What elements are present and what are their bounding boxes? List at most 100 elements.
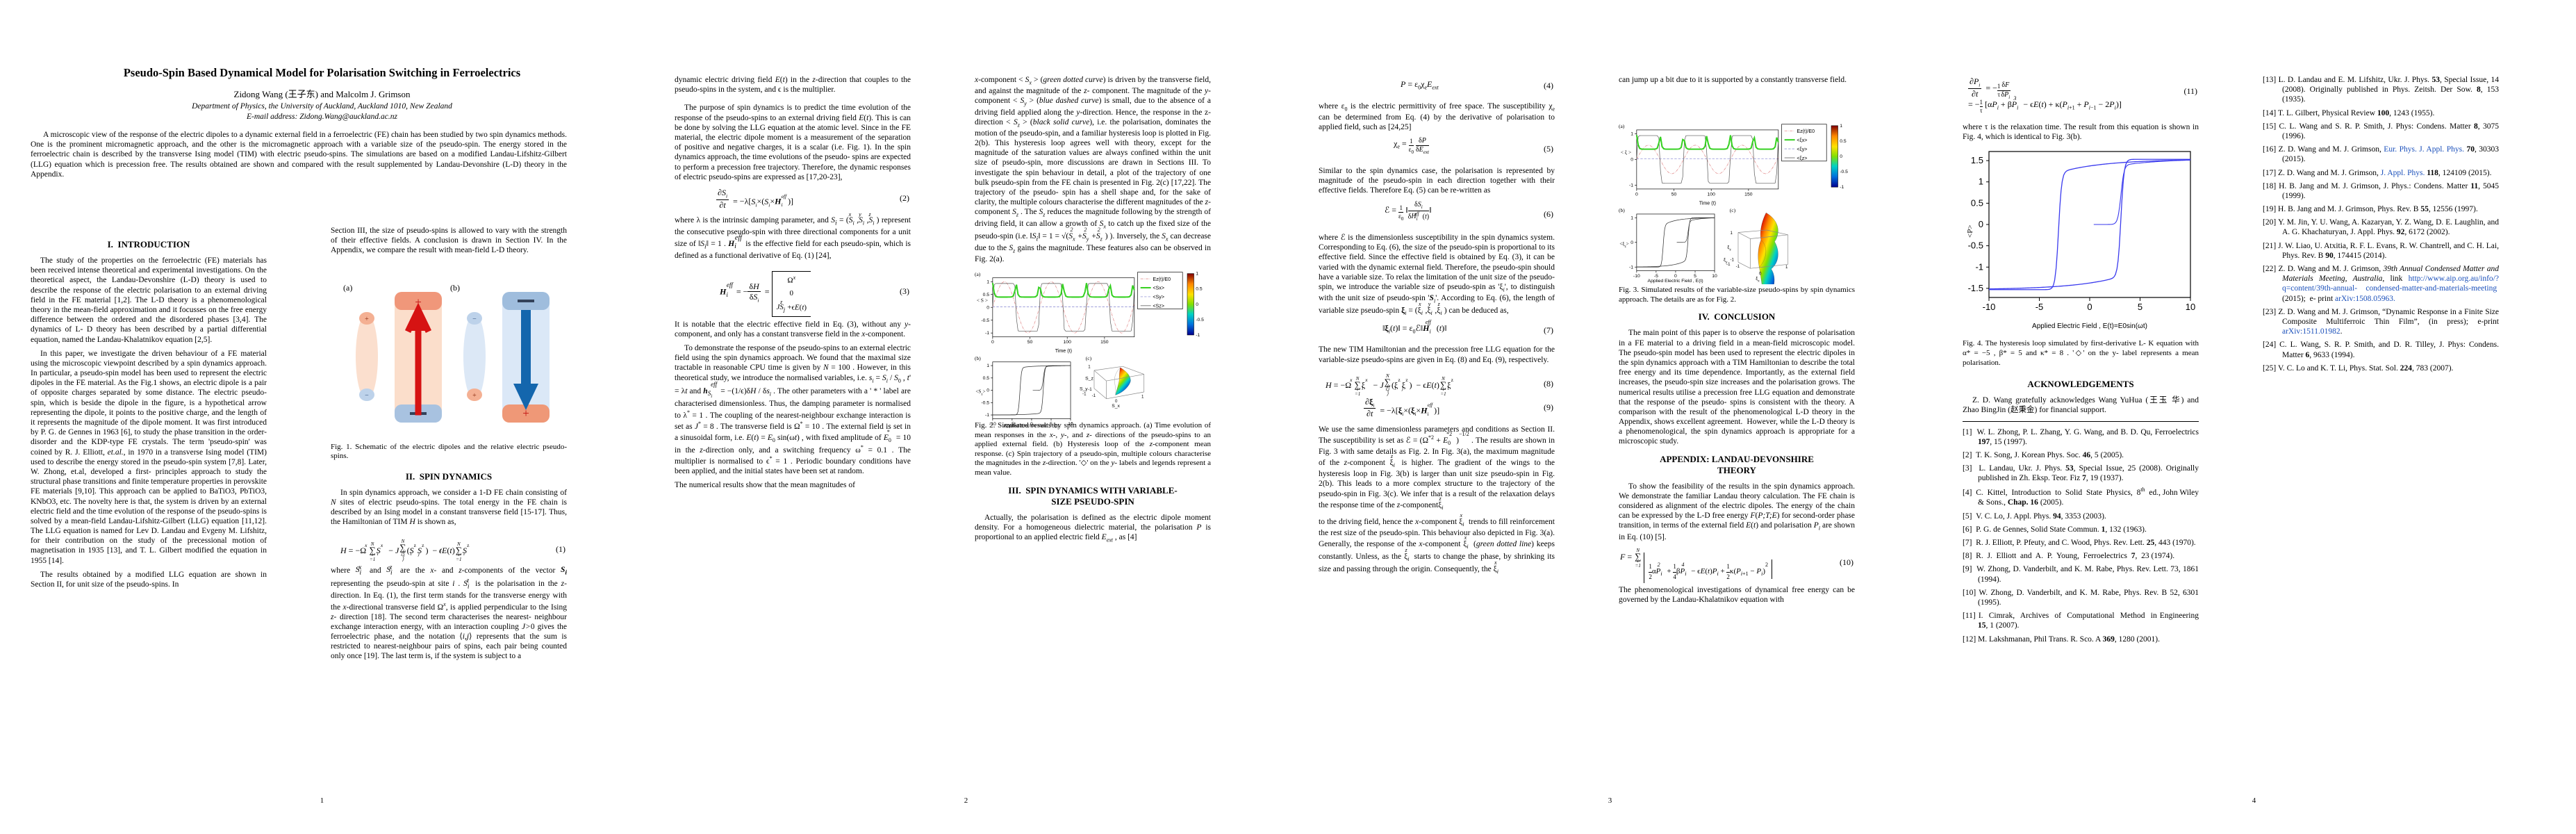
svg-text:-5: -5 (2036, 302, 2044, 312)
svg-text:-10: -10 (1633, 274, 1640, 279)
svg-text:0.5: 0.5 (983, 376, 990, 381)
svg-text:(c): (c) (1086, 355, 1092, 361)
svg-text:1: 1 (1979, 177, 1983, 187)
svg-text:10: 10 (1068, 422, 1073, 427)
svg-text:(a): (a) (975, 271, 981, 277)
svg-text:1.5: 1.5 (1971, 155, 1983, 165)
svg-text:0: 0 (1635, 193, 1638, 197)
svg-text:5: 5 (1694, 274, 1696, 279)
svg-text:0: 0 (2087, 302, 2092, 312)
svg-text:-1: -1 (1736, 264, 1740, 269)
svg-text:150: 150 (1100, 340, 1109, 345)
svg-text:-0.5: -0.5 (1968, 240, 1983, 251)
svg-text:0: 0 (1674, 274, 1677, 279)
svg-text:1: 1 (1088, 365, 1091, 370)
svg-text:<ξy>: <ξy> (1797, 147, 1807, 152)
svg-text:-0.5: -0.5 (1840, 170, 1848, 174)
svg-text:<ξz>: <ξz> (1619, 241, 1628, 249)
svg-text:-1: -1 (985, 413, 989, 418)
svg-text:-5: -5 (1654, 274, 1658, 279)
svg-text:100: 100 (1064, 340, 1072, 345)
svg-text:100: 100 (1708, 193, 1716, 197)
svg-text:1: 1 (986, 279, 989, 284)
svg-text:<ξz>: <ξz> (1797, 156, 1807, 161)
svg-text:50: 50 (1027, 340, 1033, 345)
svg-text:-1: -1 (1840, 185, 1844, 190)
svg-text:S_z: S_z (1085, 377, 1093, 382)
svg-text:0: 0 (986, 305, 989, 310)
svg-text:<Sy>: <Sy> (1153, 295, 1164, 300)
svg-text:(c): (c) (1730, 207, 1736, 213)
svg-text:Time (t): Time (t) (1699, 201, 1716, 206)
svg-text:-10: -10 (989, 422, 996, 427)
svg-text:< S >: < S > (977, 297, 988, 303)
svg-text:Applied Electric Field , E(t): Applied Electric Field , E(t) (1648, 279, 1703, 284)
svg-text:-1.5: -1.5 (1968, 283, 1983, 293)
svg-text:-1: -1 (1196, 333, 1200, 338)
svg-text:<Sz>: <Sz> (1153, 304, 1164, 309)
svg-text:5: 5 (2138, 302, 2142, 312)
svg-text:+: + (365, 316, 369, 323)
svg-text:-1: -1 (1082, 391, 1087, 396)
svg-text:-1: -1 (1092, 393, 1096, 398)
svg-text:(b): (b) (450, 283, 460, 293)
svg-text:0: 0 (1630, 240, 1633, 245)
svg-text:Ez(t)/E0: Ez(t)/E0 (1797, 129, 1815, 134)
svg-text:1: 1 (1630, 132, 1633, 137)
svg-text:50: 50 (1671, 193, 1677, 197)
svg-text:0: 0 (1979, 219, 1983, 229)
svg-text:-1: -1 (1629, 183, 1633, 188)
svg-text:0.5: 0.5 (983, 293, 990, 297)
svg-text:−: − (472, 316, 477, 323)
svg-text:S_y: S_y (1080, 387, 1088, 392)
svg-text:-0.5: -0.5 (1196, 318, 1204, 322)
svg-text:0: 0 (1630, 158, 1633, 163)
svg-text:0: 0 (1759, 272, 1762, 277)
svg-text:-10: -10 (1983, 302, 1996, 312)
svg-text:-1: -1 (1088, 387, 1092, 392)
svg-text:0: 0 (1115, 399, 1118, 404)
svg-text:<Sx>: <Sx> (1153, 286, 1164, 291)
svg-text:-1: -1 (1629, 265, 1633, 270)
svg-text:<ξx>: <ξx> (1797, 138, 1807, 143)
svg-text:-0.5: -0.5 (981, 318, 989, 323)
svg-text:Applied Electric Field , E(t): Applied Electric Field , E(t) (1004, 424, 1059, 429)
svg-text:0.5: 0.5 (1196, 287, 1203, 292)
svg-text:1: 1 (1630, 215, 1633, 220)
svg-text:0: 0 (1196, 302, 1198, 307)
svg-text:1: 1 (986, 363, 989, 368)
svg-text:<P>: <P> (1966, 225, 1974, 238)
svg-text:(b): (b) (1619, 207, 1625, 213)
svg-text:Time (t): Time (t) (1055, 348, 1072, 354)
svg-text:0.5: 0.5 (1840, 139, 1847, 144)
svg-text:1: 1 (1840, 124, 1842, 129)
svg-text:<Sz>: <Sz> (975, 389, 985, 397)
svg-text:0: 0 (986, 389, 989, 393)
svg-text:(b): (b) (975, 355, 981, 361)
svg-text:10: 10 (2186, 302, 2195, 312)
svg-text:+: + (472, 392, 477, 400)
svg-text:(a): (a) (343, 283, 352, 293)
svg-text:-1: -1 (985, 331, 989, 336)
svg-text:ξy: ξy (1724, 257, 1728, 264)
svg-text:10: 10 (1712, 274, 1717, 279)
svg-text:S_x: S_x (1112, 404, 1120, 409)
svg-text:150: 150 (1744, 193, 1753, 197)
svg-text:Applied Electric Field , E(t)=: Applied Electric Field , E(t)=E0sin(ωt) (2032, 322, 2147, 330)
svg-text:0: 0 (1840, 154, 1842, 159)
svg-text:1: 1 (1141, 394, 1144, 399)
svg-text:-1: -1 (1730, 257, 1734, 262)
svg-text:ξx: ξx (1756, 277, 1760, 283)
svg-text:1: 1 (1785, 265, 1788, 270)
svg-text:1: 1 (1730, 231, 1733, 236)
svg-text:< ξ >: < ξ > (1621, 149, 1632, 156)
svg-text:−: − (365, 392, 369, 400)
svg-text:Ez(t)/E0: Ez(t)/E0 (1153, 277, 1171, 282)
svg-text:0.5: 0.5 (1971, 198, 1983, 208)
svg-text:1: 1 (1196, 272, 1198, 277)
svg-text:0: 0 (991, 340, 994, 345)
svg-text:-0.5: -0.5 (981, 400, 989, 405)
svg-text:(a): (a) (1619, 123, 1625, 129)
svg-text:-1: -1 (1975, 262, 1983, 272)
svg-text:ξz: ξz (1727, 245, 1731, 252)
